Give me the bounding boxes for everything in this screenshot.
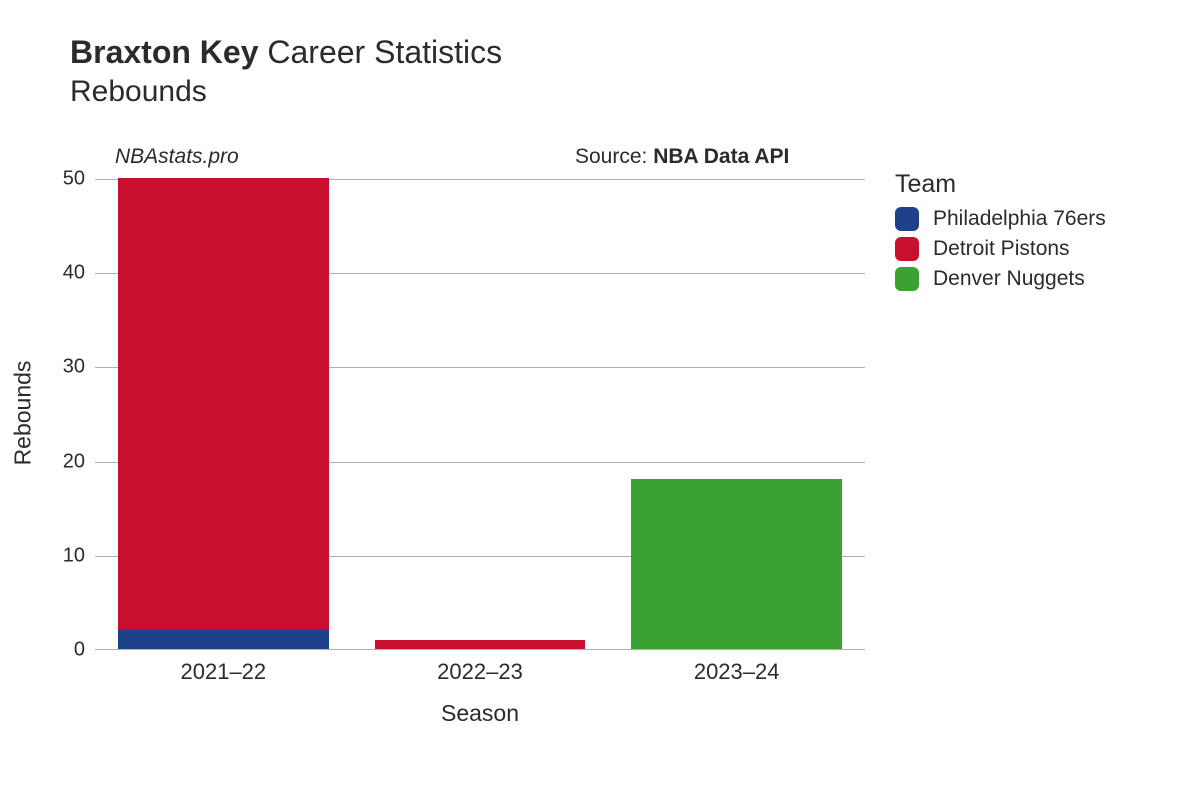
- y-tick-label: 50: [63, 168, 85, 191]
- y-tick-label: 0: [74, 639, 85, 662]
- x-tick-label: 2023–24: [694, 659, 780, 685]
- legend-swatch: [895, 207, 919, 231]
- bar-group: [375, 175, 585, 649]
- legend-item: Philadelphia 76ers: [895, 207, 1106, 231]
- y-tick-label: 40: [63, 262, 85, 285]
- legend-title: Team: [895, 170, 1106, 199]
- source-label: Source:: [575, 145, 653, 168]
- title-suffix: Career Statistics: [267, 34, 502, 70]
- bar-segment: [375, 640, 585, 649]
- legend-label: Philadelphia 76ers: [933, 207, 1106, 231]
- bar-segment: [118, 178, 328, 630]
- watermark-text: NBAstats.pro: [115, 145, 239, 169]
- source-credit: Source: NBA Data API: [575, 145, 789, 169]
- bar-segment: [118, 630, 328, 649]
- y-tick-label: 10: [63, 544, 85, 567]
- player-name: Braxton Key: [70, 34, 259, 70]
- chart-subtitle: Rebounds: [70, 75, 502, 109]
- plot-area: 010203040502021–222022–232023–24: [95, 175, 865, 650]
- x-axis-title: Season: [441, 700, 519, 727]
- bar-group: [631, 175, 841, 649]
- x-tick-label: 2022–23: [437, 659, 523, 685]
- y-tick-label: 30: [63, 356, 85, 379]
- legend-label: Denver Nuggets: [933, 267, 1085, 291]
- x-tick-label: 2021–22: [181, 659, 267, 685]
- legend: Team Philadelphia 76ers Detroit Pistons De…: [895, 170, 1106, 291]
- legend-swatch: [895, 267, 919, 291]
- chart-title-block: Braxton Key Career Statistics Rebounds: [70, 34, 502, 109]
- legend-item: Detroit Pistons: [895, 237, 1106, 261]
- legend-item: Denver Nuggets: [895, 267, 1106, 291]
- y-tick-label: 20: [63, 450, 85, 473]
- legend-swatch: [895, 237, 919, 261]
- chart-root: Braxton Key Career Statistics Rebounds 0…: [0, 0, 1200, 800]
- y-axis-title: Rebounds: [10, 360, 37, 465]
- source-value: NBA Data API: [653, 145, 789, 168]
- chart-title: Braxton Key Career Statistics: [70, 34, 502, 71]
- bar-segment: [631, 479, 841, 649]
- bar-group: [118, 175, 328, 649]
- legend-label: Detroit Pistons: [933, 237, 1070, 261]
